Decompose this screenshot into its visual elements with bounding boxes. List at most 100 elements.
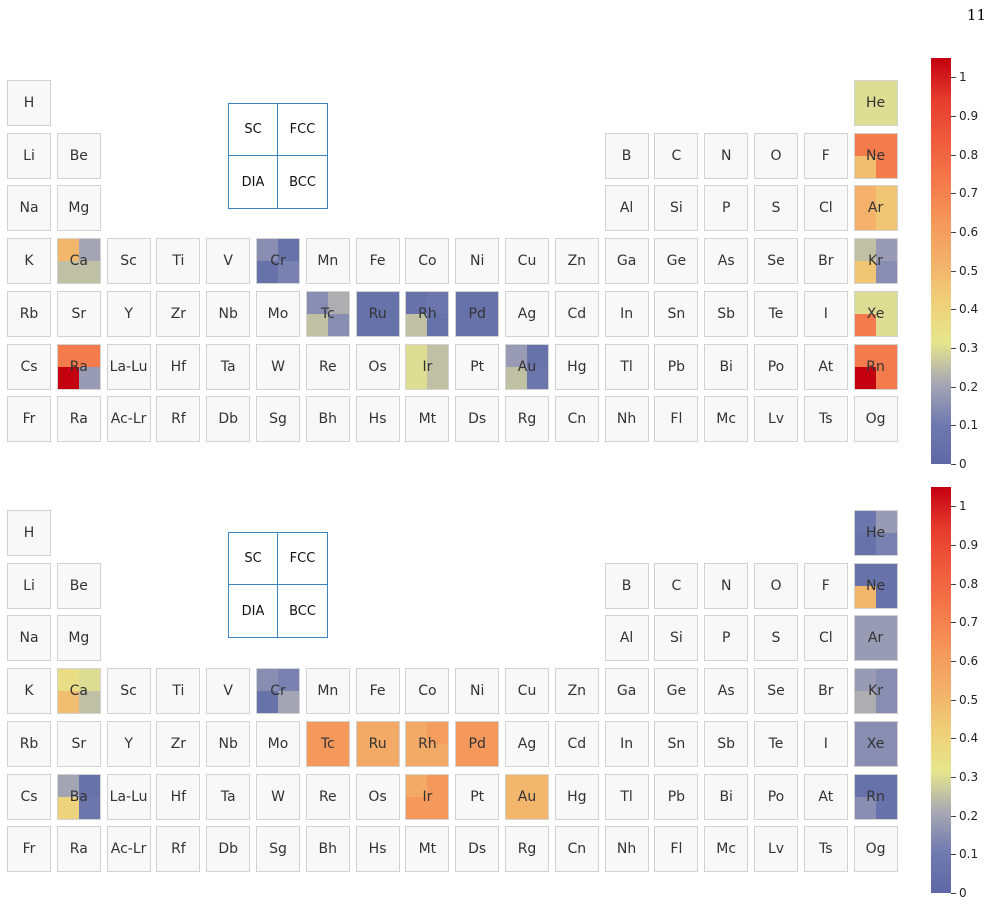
element-symbol: Rg	[517, 411, 537, 428]
element-symbol: Hf	[170, 788, 187, 805]
element-cell-te: Te	[754, 290, 798, 337]
element-symbol: Sg	[269, 841, 287, 858]
element-symbol: Ra	[69, 411, 88, 428]
element-cell-ir: Ir	[405, 773, 450, 820]
heat-quadrant-dia	[257, 261, 278, 284]
element-cell-sb: Sb	[704, 720, 749, 767]
element-symbol: Rf	[171, 841, 186, 858]
element-symbol: Ne	[866, 147, 886, 164]
element-symbol: Fe	[369, 683, 386, 700]
heat-quadrant-sc	[406, 344, 428, 367]
element-symbol: Ag	[517, 305, 537, 322]
colorbar-tick	[951, 193, 956, 195]
element-symbol: Cl	[818, 630, 833, 647]
element-cell-mg: Mg	[56, 185, 101, 232]
heat-quadrant-sc	[57, 669, 79, 692]
heat-quadrant-fcc	[477, 721, 499, 744]
element-symbol: O	[770, 577, 782, 594]
element-symbol: Kr	[868, 683, 884, 700]
element-cell-mc: Mc	[704, 826, 749, 873]
heat-quadrant-fcc	[427, 291, 449, 314]
element-symbol: S	[771, 200, 781, 217]
element-cell-k: K	[7, 238, 51, 285]
element-cell-pb: Pb	[654, 343, 699, 390]
element-cell-cs: Cs	[7, 773, 51, 820]
element-cell-br: Br	[803, 238, 848, 285]
element-symbol: Ba	[69, 788, 88, 805]
element-cell-v: V	[206, 668, 251, 715]
element-cell-os: Os	[355, 343, 400, 390]
element-symbol: Fe	[369, 253, 386, 270]
element-cell-co: Co	[405, 668, 450, 715]
element-symbol: Pt	[470, 788, 485, 805]
element-cell-al: Al	[604, 615, 649, 662]
heat-quadrant-fcc	[875, 239, 897, 262]
element-cell-ca: Ca	[56, 668, 101, 715]
element-symbol: N	[720, 577, 732, 594]
heat-quadrant-dia	[406, 313, 428, 336]
element-cell-cn: Cn	[554, 826, 599, 873]
element-symbol: Mn	[317, 683, 339, 700]
heat-quadrant-dia	[57, 261, 79, 284]
heat-quadrant-bcc	[477, 743, 499, 766]
element-cell-xe: Xe	[853, 290, 898, 337]
colorbar-tick-label: 0	[959, 457, 967, 471]
heat-quadrant-bcc	[875, 743, 897, 766]
element-symbol: Bh	[318, 411, 338, 428]
element-symbol: Y	[124, 735, 133, 752]
heat-quadrant-bcc	[327, 743, 349, 766]
heat-quadrant-bcc	[875, 313, 897, 336]
heat-quadrant-fcc	[875, 186, 897, 209]
element-symbol: Te	[768, 305, 784, 322]
element-cell-fl: Fl	[654, 396, 699, 443]
heat-quadrant-sc	[854, 774, 876, 797]
element-symbol: Og	[865, 841, 886, 858]
heat-quadrant-bcc	[875, 155, 897, 178]
heat-quadrant-bcc	[875, 103, 897, 125]
heat-quadrant-dia	[57, 366, 79, 389]
heat-quadrant-dia	[506, 366, 527, 389]
element-symbol: Ts	[819, 841, 833, 858]
element-symbol: Ac-Lr	[110, 841, 147, 858]
heat-quadrant-fcc	[875, 669, 897, 692]
element-symbol: In	[620, 305, 634, 322]
element-symbol: Ga	[616, 683, 637, 700]
colorbar-tick	[951, 309, 956, 311]
element-symbol: Db	[218, 411, 239, 428]
element-cell-db: Db	[206, 826, 251, 873]
element-cell-se: Se	[754, 668, 798, 715]
structure-legend: SC FCC DIA BCC	[228, 532, 328, 638]
heat-quadrant-dia	[306, 743, 328, 766]
element-symbol: At	[818, 358, 834, 375]
element-cell-cd: Cd	[554, 720, 599, 767]
heat-quadrant-sc	[854, 511, 876, 533]
element-cell-fe: Fe	[355, 668, 400, 715]
element-cell-n: N	[704, 132, 749, 179]
element-symbol: Os	[368, 788, 387, 805]
element-symbol: O	[770, 147, 782, 164]
element-cell-c: C	[654, 132, 699, 179]
element-cell-sn: Sn	[654, 290, 699, 337]
element-cell-cl: Cl	[803, 185, 848, 232]
element-cell-v: V	[206, 238, 251, 285]
element-symbol: Hs	[368, 841, 387, 858]
element-cell-ne: Ne	[853, 132, 898, 179]
element-cell-pt: Pt	[455, 343, 500, 390]
heat-quadrant-bcc	[78, 366, 100, 389]
element-symbol: Lv	[767, 411, 785, 428]
colorbar-tick	[951, 893, 956, 894]
element-symbol: Ir	[422, 358, 433, 375]
element-symbol: S	[771, 630, 781, 647]
heat-quadrant-sc	[57, 239, 79, 262]
element-symbol: Mo	[267, 735, 289, 752]
element-cell-au: Au	[505, 773, 549, 820]
heat-quadrant-dia	[456, 743, 478, 766]
heat-quadrant-bcc	[278, 261, 299, 284]
heat-quadrant-sc	[356, 291, 378, 314]
element-symbol: Sr	[71, 305, 87, 322]
element-symbol: Xe	[866, 305, 885, 322]
element-cell-mo: Mo	[256, 720, 300, 767]
element-symbol: Be	[69, 577, 88, 594]
element-symbol: Mg	[68, 630, 90, 647]
element-symbol: Hs	[368, 411, 387, 428]
